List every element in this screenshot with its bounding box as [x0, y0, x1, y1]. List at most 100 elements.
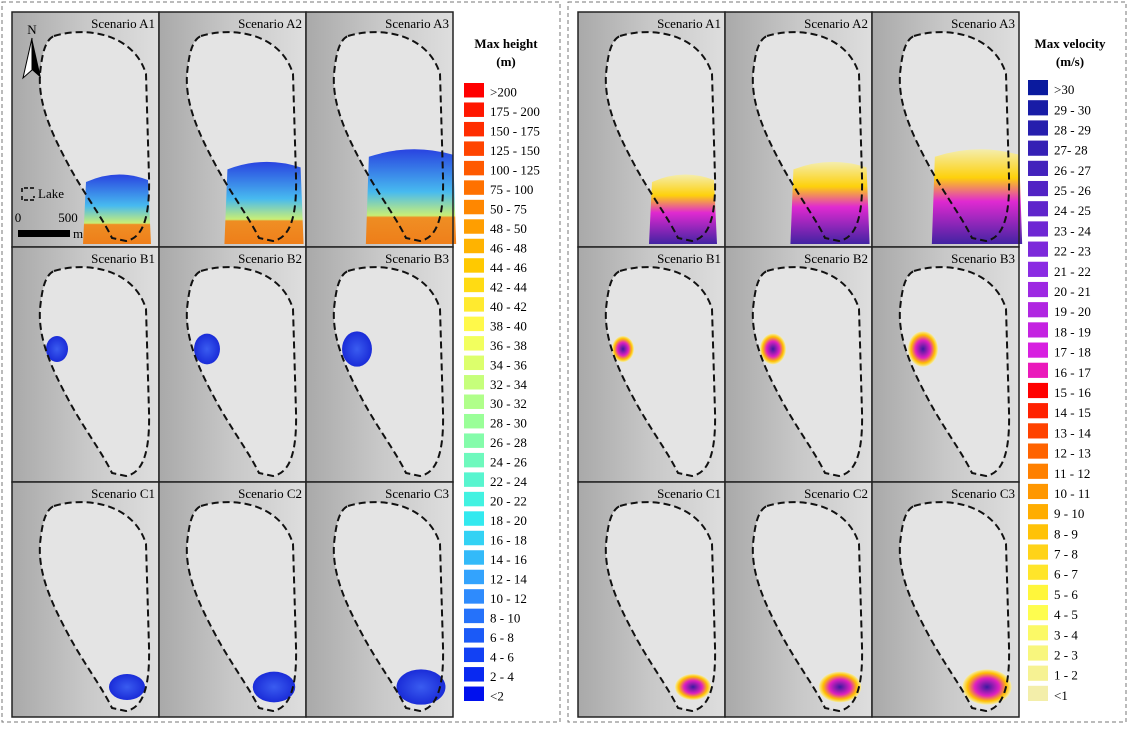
legend-swatch	[464, 687, 484, 701]
flood-extent	[194, 334, 220, 365]
flood-extent	[83, 174, 151, 244]
legend-swatch	[1028, 484, 1048, 499]
legend-swatch	[464, 297, 484, 311]
legend-swatch	[1028, 686, 1048, 701]
legend-label: 46 - 48	[490, 240, 527, 255]
legend-label: 18 - 20	[490, 513, 527, 528]
legend-label: 20 - 22	[490, 494, 527, 509]
legend-label: 15 - 16	[1054, 385, 1091, 400]
scale-bar	[18, 230, 70, 237]
legend-label: 22 - 24	[490, 474, 527, 489]
legend-swatch	[1028, 100, 1048, 115]
legend-label: 48 - 50	[490, 221, 527, 236]
legend-swatch	[1028, 383, 1048, 398]
legend-label: 19 - 20	[1054, 304, 1091, 319]
legend-label: 3 - 4	[1054, 627, 1078, 642]
legend-label: 150 - 175	[490, 124, 540, 139]
legend-swatch	[464, 433, 484, 447]
figure: Scenario A1Scenario A2Scenario A3Scenari…	[0, 0, 1129, 726]
legend-swatch	[464, 648, 484, 662]
legend-swatch	[1028, 242, 1048, 257]
legend-label: 30 - 32	[490, 396, 527, 411]
legend-swatch	[1028, 544, 1048, 559]
legend-swatch	[1028, 262, 1048, 277]
legend-label: 22 - 23	[1054, 244, 1091, 259]
legend-swatch	[464, 180, 484, 194]
flood-extent	[760, 334, 786, 365]
map-panel: Scenario C2	[725, 482, 872, 717]
legend-swatch	[1028, 403, 1048, 418]
legend-label: 42 - 44	[490, 279, 527, 294]
legend-swatch	[1028, 141, 1048, 156]
panel-title: Scenario C3	[385, 486, 449, 501]
legend-label: 44 - 46	[490, 260, 527, 275]
legend-swatch	[1028, 666, 1048, 681]
legend-swatch	[464, 531, 484, 545]
scale-tick: 0	[15, 210, 22, 225]
legend-swatch	[464, 219, 484, 233]
map-panel: Scenario C3	[306, 482, 453, 717]
legend-swatch	[1028, 585, 1048, 600]
legend-label: 38 - 40	[490, 318, 527, 333]
legend-swatch	[464, 628, 484, 642]
map-panel: Scenario A3	[306, 12, 456, 247]
flood-extent	[397, 669, 446, 704]
map-panel: Scenario C3	[872, 482, 1019, 717]
flood-extent	[790, 162, 869, 244]
legend-label: 14 - 16	[490, 552, 527, 567]
legend-label: 20 - 21	[1054, 284, 1091, 299]
legend-swatch	[464, 336, 484, 350]
legend-label: 34 - 36	[490, 357, 527, 372]
legend-swatch	[1028, 565, 1048, 580]
legend-swatch	[464, 492, 484, 506]
legend-swatch	[1028, 80, 1048, 95]
legend-swatch	[1028, 504, 1048, 519]
legend-swatch	[1028, 181, 1048, 196]
legend-label: 100 - 125	[490, 163, 540, 178]
legend-label: 2 - 4	[490, 669, 514, 684]
legend-swatch	[464, 589, 484, 603]
panel-title: Scenario C2	[238, 486, 302, 501]
scale-tick: 500	[58, 210, 78, 225]
legend-label: 26 - 27	[1054, 163, 1091, 178]
legend-swatch	[1028, 645, 1048, 660]
legend-swatch	[1028, 363, 1048, 378]
panel-title: Scenario A3	[951, 16, 1015, 31]
legend-label: 12 - 13	[1054, 446, 1091, 461]
legend-label: 125 - 150	[490, 143, 540, 158]
panel-title: Scenario B2	[804, 251, 868, 266]
legend-label: 12 - 14	[490, 571, 527, 586]
legend-label: 4 - 6	[490, 649, 514, 664]
legend-label: 17 - 18	[1054, 345, 1091, 360]
legend-label: 18 - 19	[1054, 324, 1091, 339]
legend-swatch	[464, 278, 484, 292]
legend-swatch	[1028, 302, 1048, 317]
legend-label: >200	[490, 85, 517, 100]
legend-label: 75 - 100	[490, 182, 533, 197]
legend-label: 40 - 42	[490, 299, 527, 314]
legend-swatch	[464, 122, 484, 136]
legend-swatch	[1028, 161, 1048, 176]
legend-label: 13 - 14	[1054, 425, 1091, 440]
flood-extent	[649, 174, 717, 244]
legend-swatch	[1028, 464, 1048, 479]
panel-title: Scenario A2	[238, 16, 302, 31]
legend-label: 24 - 25	[1054, 203, 1091, 218]
legend-label: 26 - 28	[490, 435, 527, 450]
panel-title: Scenario B3	[951, 251, 1015, 266]
legend-swatch	[464, 239, 484, 253]
legend-swatch	[464, 83, 484, 97]
legend-swatch	[1028, 625, 1048, 640]
legend-swatch	[464, 375, 484, 389]
panel-title: Scenario B1	[657, 251, 721, 266]
map-panel: Scenario B2	[159, 247, 306, 482]
legend-label: 50 - 75	[490, 202, 527, 217]
map-panel: Scenario B3	[872, 247, 1019, 482]
legend-label: 16 - 18	[490, 533, 527, 548]
legend-title: (m/s)	[1056, 54, 1084, 69]
legend-swatch	[1028, 221, 1048, 236]
flood-extent	[109, 674, 145, 700]
legend-title: (m)	[496, 54, 516, 69]
legend-label: 175 - 200	[490, 104, 540, 119]
north-label: N	[27, 22, 37, 37]
